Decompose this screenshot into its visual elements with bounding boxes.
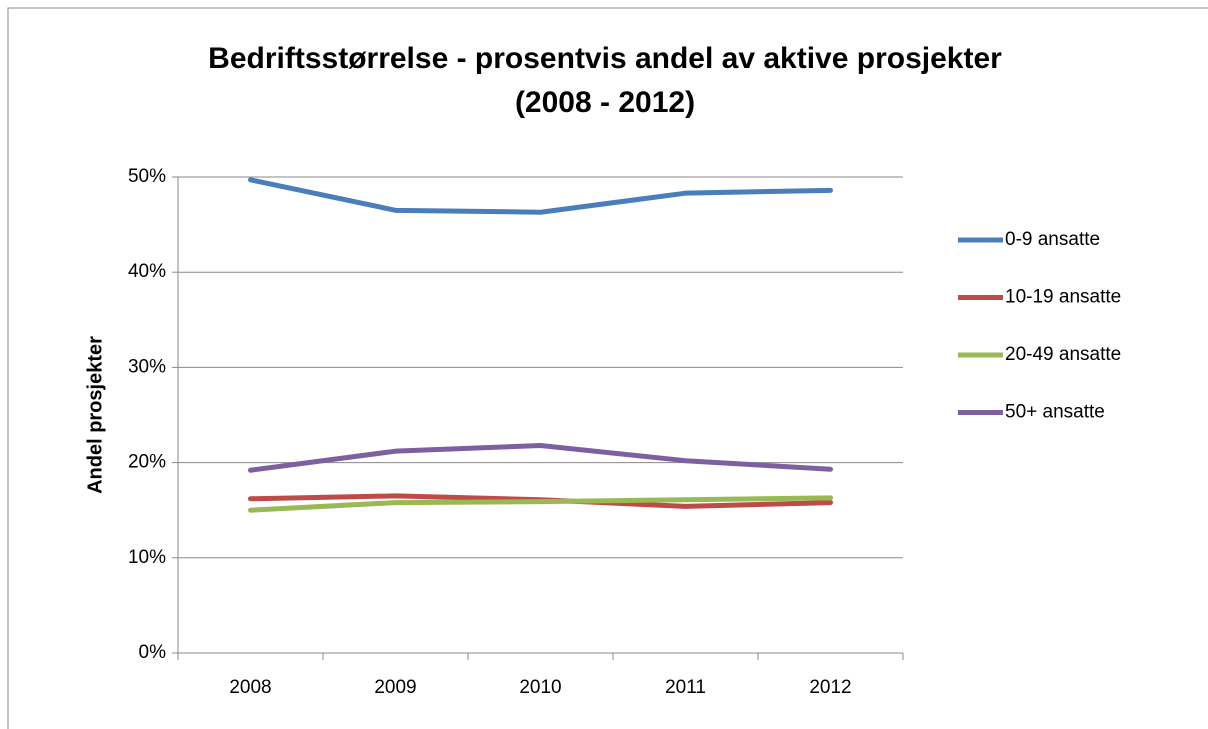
x-tick-label: 2009 [374, 677, 416, 698]
y-axis-label: Andel prosjekter [84, 336, 106, 494]
chart-title: (2008 - 2012) [515, 86, 695, 119]
y-tick-label: 0% [139, 642, 167, 663]
y-tick-label: 50% [128, 166, 166, 187]
chart-title: Bedriftsstørrelse - prosentvis andel av … [208, 42, 1002, 75]
series-line [248, 177, 833, 215]
y-tick-label: 20% [128, 452, 166, 473]
legend-label: 50+ ansatte [1005, 402, 1105, 423]
y-tick-label: 30% [128, 356, 166, 377]
x-tick-label: 2008 [229, 677, 271, 698]
x-tick-label: 2011 [665, 677, 706, 698]
legend-label: 0-9 ansatte [1005, 229, 1100, 250]
y-tick-label: 10% [128, 547, 166, 568]
series-line [248, 442, 833, 473]
series-line [248, 495, 833, 513]
legend-label: 20-49 ansatte [1005, 344, 1121, 365]
legend-label: 10-19 ansatte [1005, 287, 1121, 308]
x-tick-label: 2010 [519, 677, 561, 698]
y-tick-label: 40% [128, 261, 166, 282]
chart-frame [7, 7, 1208, 729]
x-tick-label: 2012 [809, 677, 851, 698]
